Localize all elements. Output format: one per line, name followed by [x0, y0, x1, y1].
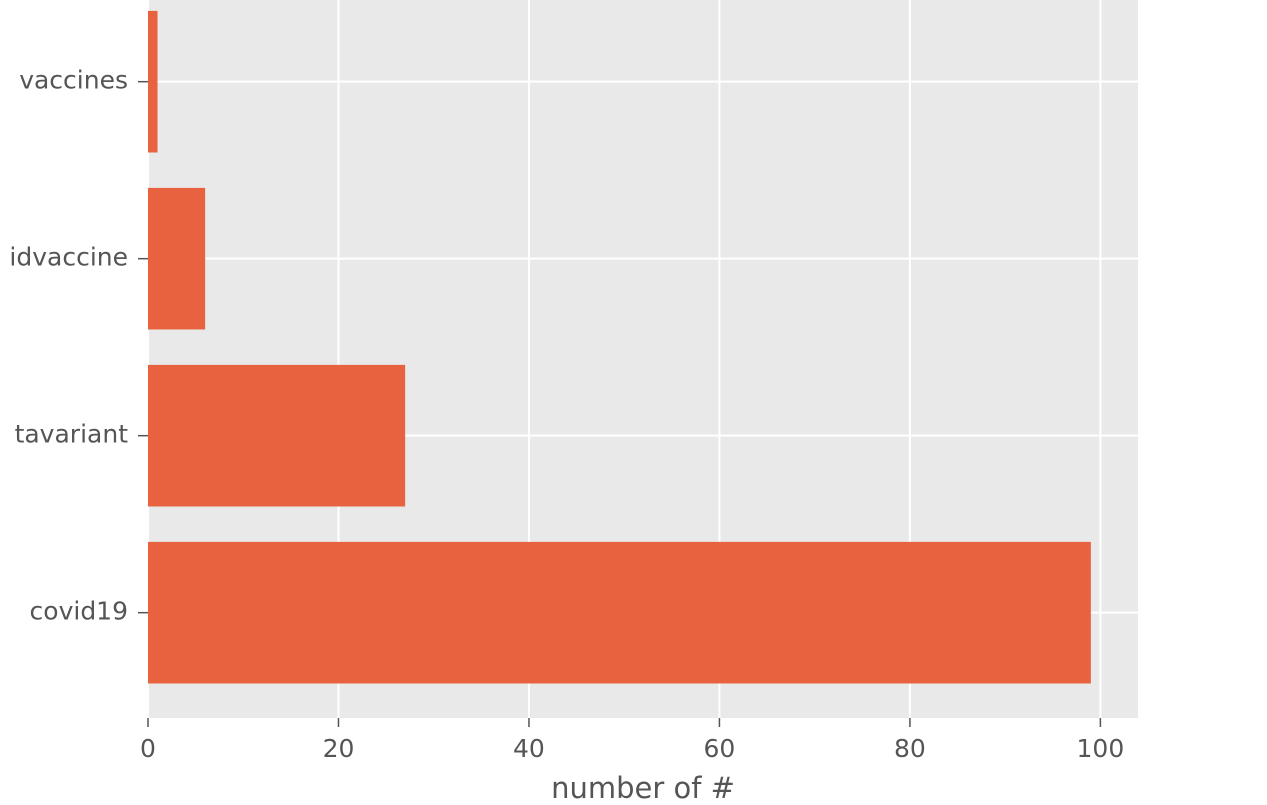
bar: [148, 364, 406, 507]
bar: [148, 10, 158, 153]
x-tick-label: 40: [513, 734, 545, 763]
bar: [148, 541, 1091, 684]
x-tick-label: 0: [140, 734, 156, 763]
y-tick-label: tavariant: [15, 420, 129, 449]
y-tick-label: idvaccine: [9, 243, 128, 272]
y-tick-label: vaccines: [19, 66, 128, 95]
y-tick-label: covid19: [30, 597, 128, 626]
x-tick-label: 20: [323, 734, 355, 763]
x-tick-label: 100: [1077, 734, 1125, 763]
x-tick-label: 60: [704, 734, 736, 763]
x-tick-label: 80: [894, 734, 926, 763]
bar: [148, 187, 206, 330]
x-axis-label: number of #: [551, 771, 735, 805]
